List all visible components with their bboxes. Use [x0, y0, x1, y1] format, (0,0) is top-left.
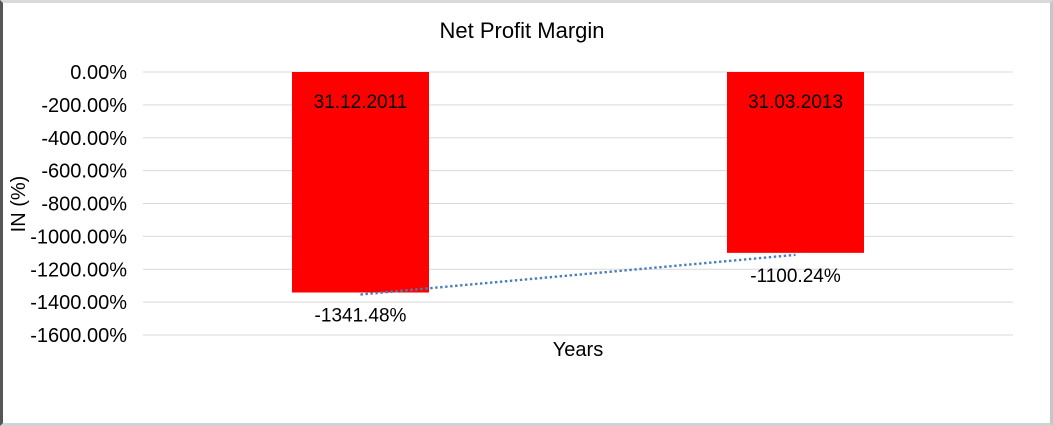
y-tick-label: -400.00%	[41, 128, 127, 150]
y-tick-label: -200.00%	[41, 95, 127, 117]
chart-canvas: 0.00% -200.00% -400.00% -600.00% -800.00% -10…	[8, 18, 1013, 361]
bar-value-label: -1341.48%	[315, 306, 407, 327]
y-tick-label: -800.00%	[41, 194, 127, 216]
y-tick-label: -1000.00%	[30, 226, 127, 248]
bar-category-label: 31.12.2011	[314, 92, 408, 113]
chart-title: Net Profit Margin	[439, 18, 604, 43]
y-axis-title: IN (%)	[8, 176, 30, 233]
bar	[292, 72, 429, 293]
gridlines	[143, 71, 1013, 336]
y-tick-label: -1600.00%	[30, 325, 127, 347]
bar-value-label: -1100.24%	[750, 266, 841, 287]
bar-labels: 31.12.2011 -1341.48% 31.03.2013 -1100.24%	[314, 92, 843, 327]
y-tick-label: -1200.00%	[30, 259, 127, 281]
y-tick-label: -1400.00%	[30, 292, 127, 314]
y-tick-label: 0.00%	[70, 62, 127, 84]
bar-category-label: 31.03.2013	[748, 92, 843, 113]
y-axis-tick-labels: 0.00% -200.00% -400.00% -600.00% -800.00% -10…	[30, 62, 127, 347]
bar	[727, 72, 864, 253]
y-tick-label: -600.00%	[41, 161, 127, 183]
x-axis-title: Years	[553, 339, 603, 361]
bars	[292, 72, 864, 293]
